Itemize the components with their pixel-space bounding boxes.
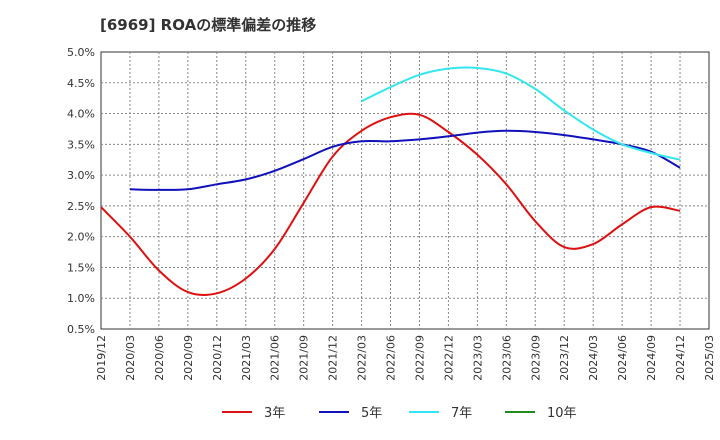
series-line-2 (361, 66, 681, 161)
x-tick-label: 2022/12 (442, 335, 455, 381)
series-lines (100, 66, 681, 296)
legend-label: 7年 (451, 406, 472, 421)
legend-label: 3年 (264, 406, 285, 421)
legend-label: 5年 (361, 406, 382, 421)
x-axis-ticks: 2019/12 2020/03 2020/06 2020/09 2020/12 2021/… (95, 335, 716, 381)
chart-title: [6969] ROAの標準偏差の推移 (100, 16, 317, 34)
x-tick-label: 2021/03 (240, 335, 253, 381)
y-tick-label: 4.0% (67, 108, 95, 121)
x-tick-label: 2022/09 (413, 335, 426, 381)
x-tick-label: 2022/03 (356, 335, 369, 381)
x-tick-label: 2021/12 (327, 335, 340, 381)
x-tick-label: 2025/03 (703, 335, 716, 381)
y-tick-label: 3.0% (67, 169, 95, 182)
y-tick-label: 1.0% (67, 292, 95, 305)
x-tick-label: 2023/12 (558, 335, 571, 381)
plot-area (100, 51, 710, 330)
x-tick-label: 2024/09 (645, 335, 658, 381)
y-tick-label: 2.0% (67, 231, 95, 244)
x-tick-label: 2023/03 (471, 335, 484, 381)
x-tick-label: 2020/09 (182, 335, 195, 381)
x-tick-label: 2024/03 (587, 335, 600, 381)
y-tick-label: 0.5% (67, 323, 95, 336)
x-tick-label: 2024/12 (674, 335, 687, 381)
x-tick-label: 2022/06 (385, 335, 398, 381)
y-tick-label: 1.5% (67, 261, 95, 274)
y-tick-label: 2.5% (67, 200, 95, 213)
legend: 3年 5年 7年 10年 (222, 406, 577, 421)
y-axis-ticks: 0.5% 1.0% 1.5% 2.0% 2.5% 3.0% 3.5% 4.0% 4.5% 5.0% (67, 46, 95, 336)
x-tick-label: 2023/09 (529, 335, 542, 381)
series-line-1 (129, 129, 681, 191)
x-tick-label: 2020/12 (211, 335, 224, 381)
x-tick-label: 2020/06 (153, 335, 166, 381)
x-tick-label: 2021/09 (298, 335, 311, 381)
legend-label: 10年 (547, 406, 577, 421)
y-tick-label: 5.0% (67, 46, 95, 59)
y-tick-label: 4.5% (67, 77, 95, 90)
x-tick-label: 2023/06 (500, 335, 513, 381)
x-tick-label: 2024/06 (616, 335, 629, 381)
x-tick-label: 2020/03 (124, 335, 137, 381)
y-tick-label: 3.5% (67, 138, 95, 151)
series-line-0 (100, 112, 681, 296)
x-tick-label: 2019/12 (95, 335, 108, 381)
x-tick-label: 2021/06 (269, 335, 282, 381)
